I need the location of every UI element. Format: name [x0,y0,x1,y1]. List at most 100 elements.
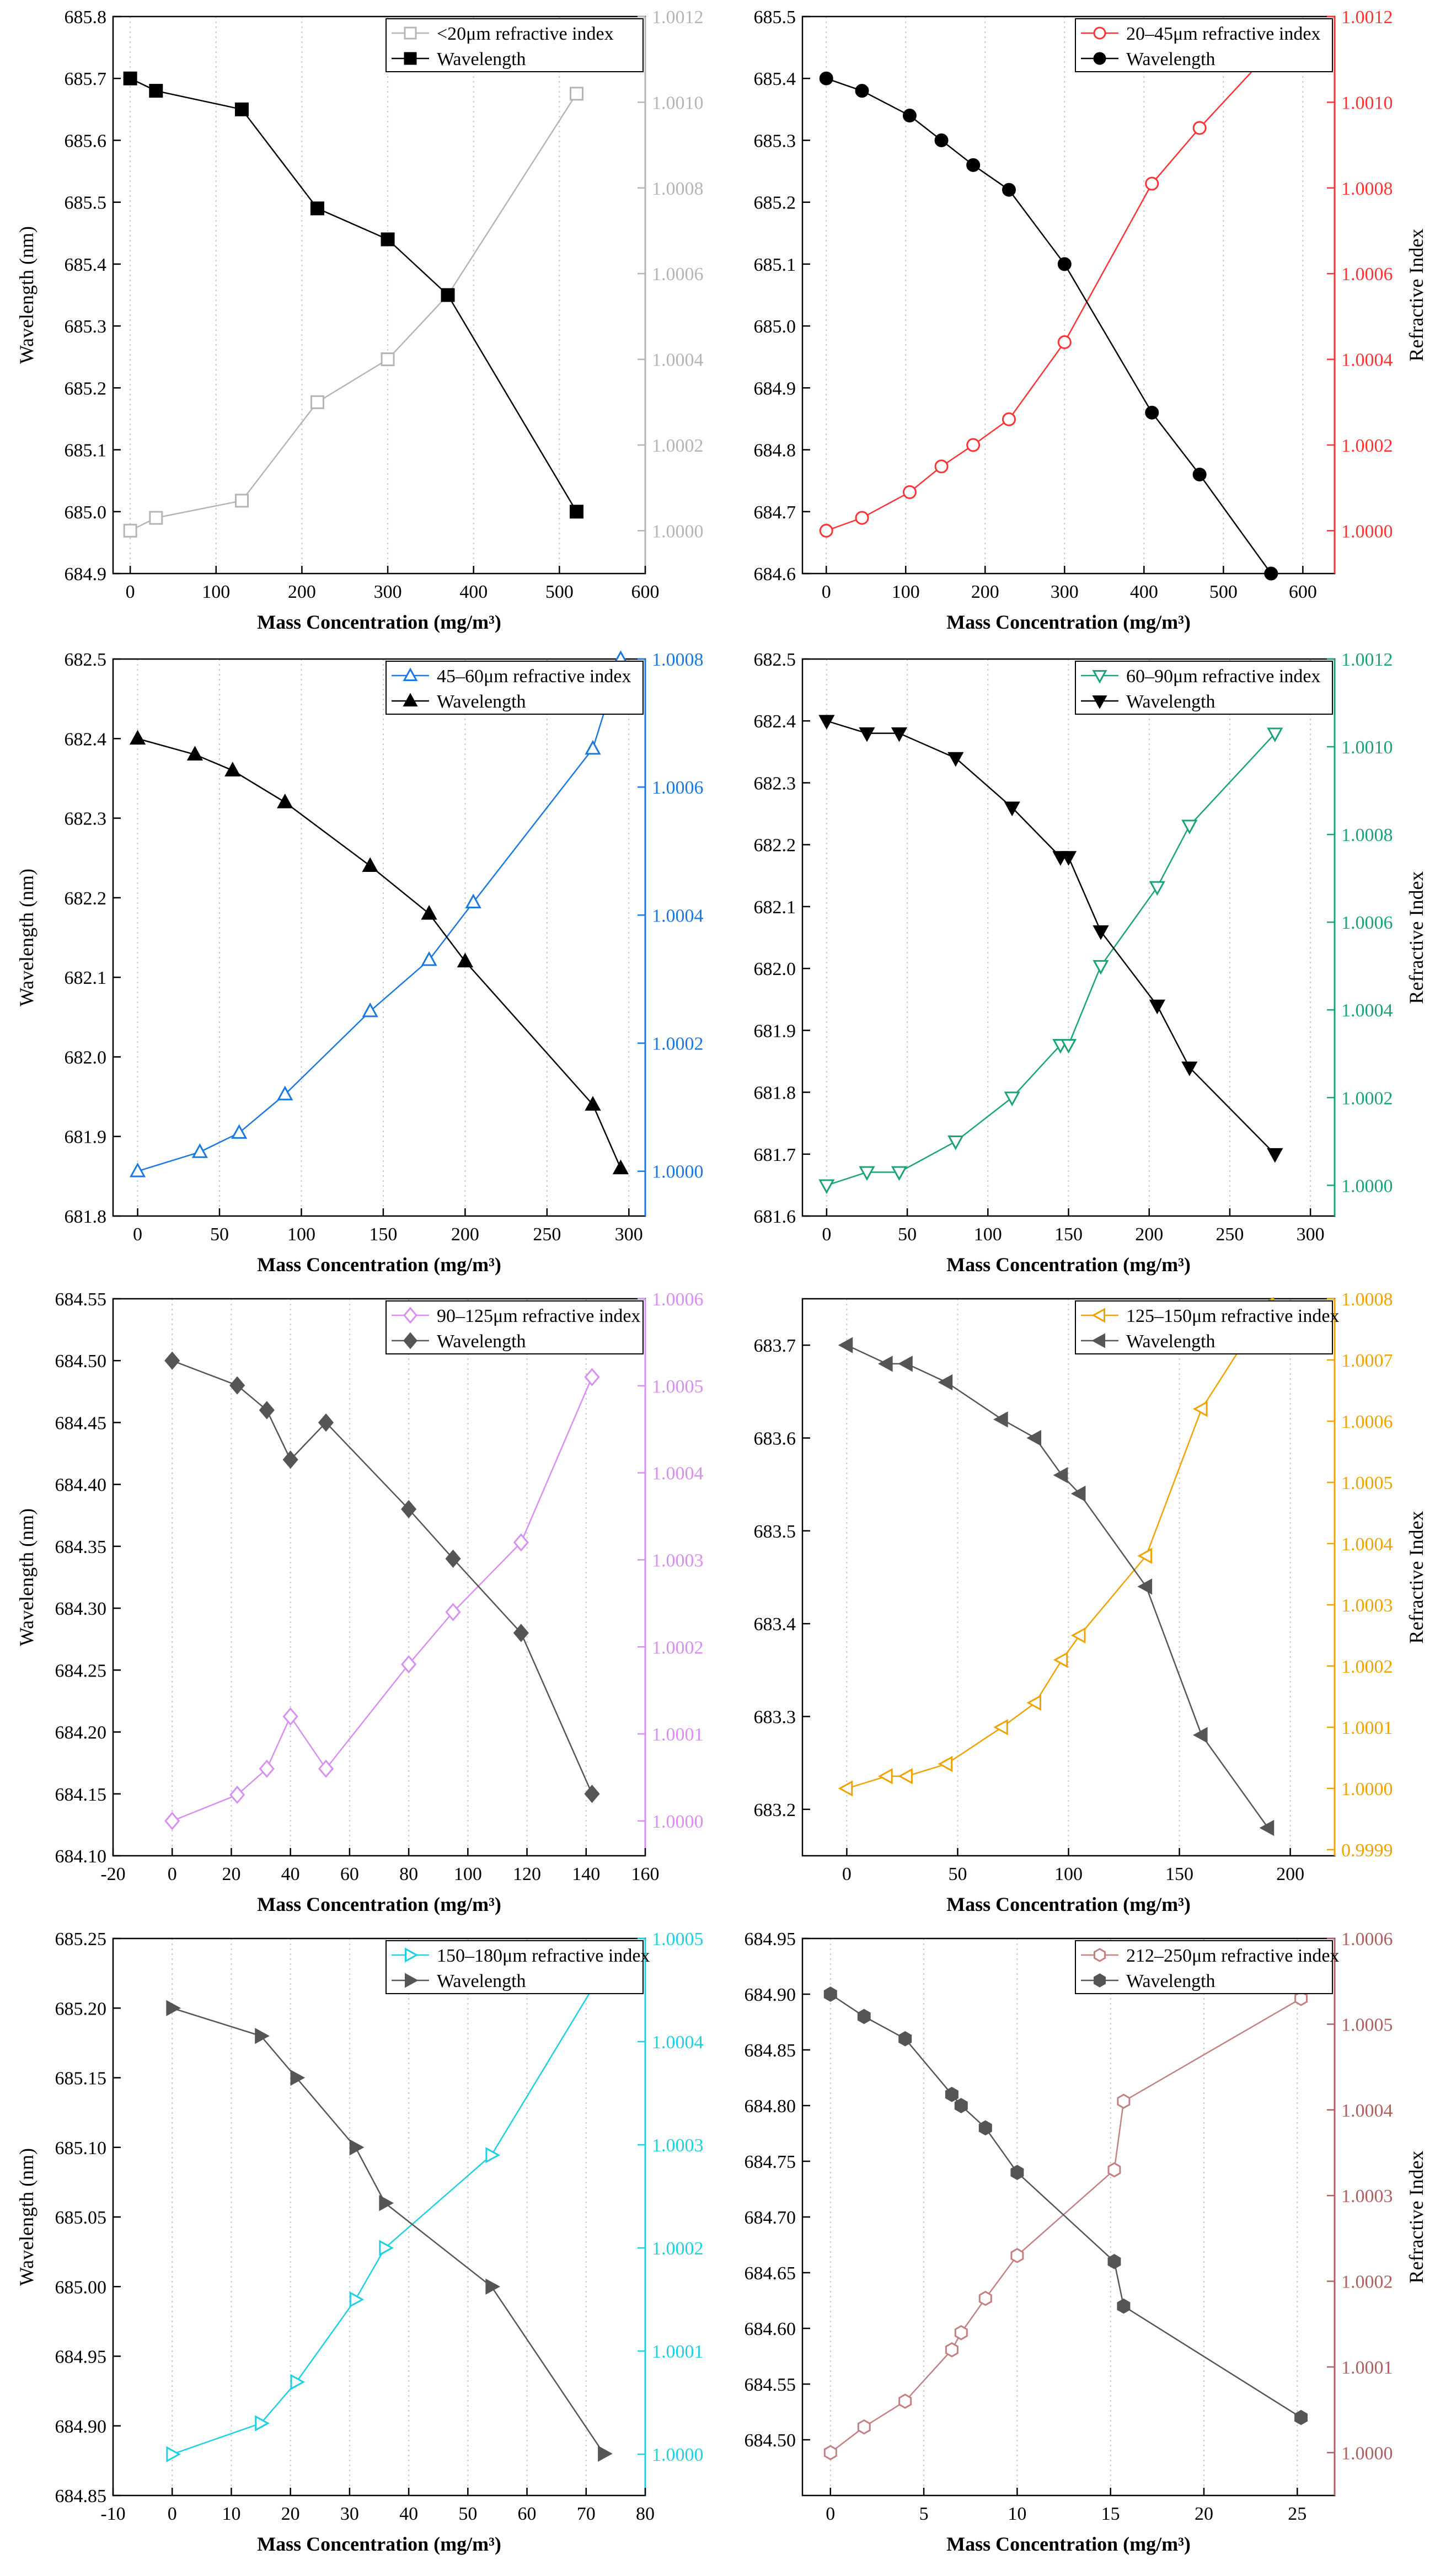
y2-tick-label: 1.0002 [652,1637,704,1658]
series-2 [818,715,1283,1163]
y-tick-label: 685.7 [65,69,107,89]
series-2 [819,71,1278,581]
data-point [859,1166,875,1181]
y2-tick-label: 1.0012 [652,7,704,28]
legend-box [385,1300,644,1354]
x-tick-label: 0 [133,1224,142,1245]
series-1 [129,650,629,1177]
data-point [229,1785,245,1804]
x-tick-label: 250 [533,1224,561,1245]
legend-marker [403,667,418,681]
x-tick-label: 600 [1289,582,1317,602]
data-point [823,2445,837,2461]
y-tick-label: 681.9 [754,1021,796,1041]
x-tick-label: 100 [1054,1864,1083,1884]
x-tick-label: 50 [948,1864,967,1884]
x-tick-label: 0 [168,2504,177,2524]
legend-marker [1091,1308,1105,1323]
data-point [1026,1694,1042,1711]
y-tick-label: 683.7 [754,1336,796,1356]
data-point [1026,1429,1042,1447]
y-tick-label: 685.6 [65,131,107,151]
x-tick-label: 50 [210,1224,229,1245]
data-point [945,2086,959,2102]
series-line [172,1377,593,1822]
series-1 [823,1990,1308,2461]
data-point [584,1785,600,1803]
data-point [938,1374,953,1391]
x-tick-label: 150 [1165,1864,1193,1884]
data-point [310,201,324,216]
y2-tick-label: 1.0008 [652,179,704,199]
plot-frame [801,1937,1336,2497]
y2-tick-label: 1.0001 [1341,1718,1393,1738]
y-tick-label: 684.30 [55,1599,107,1619]
data-point [898,2031,912,2047]
y2-tick-label: 1.0005 [652,1929,704,1950]
y-tick-label: 685.2 [754,193,796,213]
y2-tick-label: 1.0001 [652,1725,704,1745]
y-tick-label: 685.10 [55,2138,107,2159]
y-tick-label: 684.85 [55,2486,107,2507]
x-tick-label: 30 [340,2504,359,2524]
y-tick-label: 684.15 [55,1785,107,1805]
data-point [441,288,455,302]
y-tick-label: 684.55 [55,1289,107,1310]
data-point [819,71,833,85]
legend-label: Wavelength [1126,49,1216,69]
data-point [318,1759,334,1778]
y2-tick-label: 1.0001 [652,2342,704,2362]
y2-tick-label: 1.0002 [652,1034,704,1054]
y2-tick-label: 1.0003 [652,2135,704,2156]
legend-box [385,1940,644,1994]
y2-tick-label: 1.0006 [1341,264,1393,285]
chart-panel-2: 0 100 200 300 400 500 600 684.6 684.7 684.8 684.9 6… [754,7,1428,633]
data-point [978,2120,992,2136]
data-point [1010,2248,1024,2263]
y-tick-label: 685.00 [55,2277,107,2297]
y-tick-label: 684.95 [745,1929,796,1950]
x-axis-label: Mass Concentration (mg/m³) [946,2533,1191,2555]
data-point [129,730,146,745]
y-axis-label: Wavelength (nm) [15,869,38,1006]
data-point [934,459,949,474]
data-point [349,2291,365,2308]
data-point [290,2069,306,2086]
x-tick-label: 20 [281,2504,300,2524]
y-tick-label: 685.8 [65,7,107,28]
y-tick-label: 685.5 [754,7,796,28]
plot-frame [801,15,1336,575]
data-point [349,2139,365,2156]
y-tick-label: 684.40 [55,1475,107,1496]
series-line [846,1345,1269,1829]
y-tick-label: 685.05 [55,2208,107,2228]
series-line [826,50,1272,532]
x-tick-label: 140 [572,1864,600,1884]
x-axis-label: Mass Concentration (mg/m³) [946,611,1191,633]
data-point [1264,566,1278,581]
legend-box [1075,661,1333,715]
data-point [993,1411,1008,1428]
data-point [1149,999,1165,1015]
data-point [612,1159,629,1175]
x-tick-label: 100 [974,1224,1002,1245]
x-tick-label: 250 [1216,1224,1244,1245]
data-point [1259,1819,1275,1836]
data-point [859,727,875,742]
y2-tick-label: 1.0000 [652,521,704,542]
data-point [898,1356,913,1372]
x-tick-label: 100 [287,1224,315,1245]
y-tick-label: 682.0 [65,1047,107,1068]
y2-tick-label: 1.0003 [652,1550,704,1571]
x-tick-label: 500 [1209,582,1238,602]
data-point [1002,412,1016,426]
data-point [164,1351,180,1370]
y-tick-label: 682.3 [754,773,796,794]
data-point [818,1179,835,1195]
x-tick-label: 400 [459,582,488,602]
y-tick-label: 685.0 [65,502,107,523]
x-tick-label: 25 [1288,2504,1307,2524]
y2-tick-label: 1.0006 [1341,1929,1393,1950]
y-tick-label: 685.3 [754,131,796,151]
y-tick-label: 685.4 [65,255,107,275]
